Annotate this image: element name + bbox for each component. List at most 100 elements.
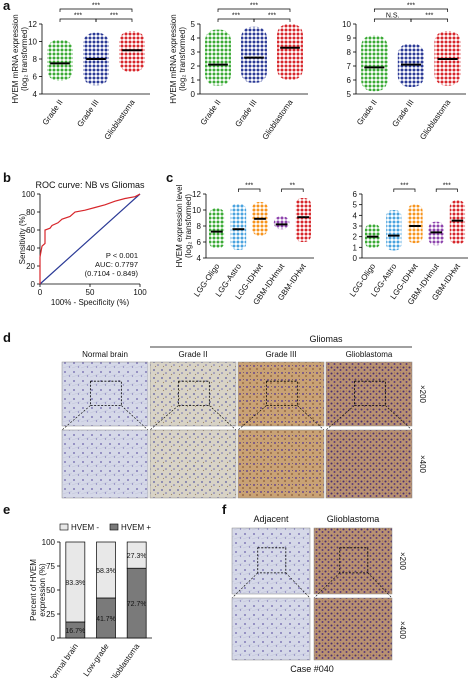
inset-connector xyxy=(237,405,267,431)
inset-connector xyxy=(313,572,340,599)
dot-cloud xyxy=(119,31,145,73)
inset-connector xyxy=(121,405,149,431)
significance-bracket xyxy=(410,18,449,22)
x-tick-label: Glioblastoma xyxy=(102,98,136,142)
x-tick-label: Low-grade xyxy=(82,642,111,678)
x-tick-label: Grade III xyxy=(390,98,415,129)
y-tick-label: 9 xyxy=(347,34,352,43)
inset-connector xyxy=(367,572,393,599)
micrograph-400x xyxy=(61,429,149,499)
micrograph-200x xyxy=(231,527,311,595)
y-tick-label: 100 xyxy=(22,190,36,199)
magnification: ×200 xyxy=(418,385,427,404)
y-tick-label: 6 xyxy=(197,238,202,247)
magnification: ×400 xyxy=(418,455,427,474)
caption: Case #040 xyxy=(290,664,334,674)
x-tick-label: Grade II xyxy=(355,98,379,127)
significance-bracket xyxy=(95,18,133,22)
y-tick-label: 2 xyxy=(191,62,196,71)
y-axis-label: HVEM expression level xyxy=(175,184,184,267)
dot-cloud xyxy=(277,24,303,80)
y-tick-label: 6 xyxy=(353,190,358,199)
x-tick-label: Grade III xyxy=(75,98,100,129)
y-axis-label: HVEM mRNA expression xyxy=(169,14,178,103)
significance-label: *** xyxy=(443,183,451,190)
significance-label: *** xyxy=(425,13,433,20)
y-tick-label: 10 xyxy=(28,38,37,47)
significance-bracket xyxy=(373,8,449,12)
micrograph-200x xyxy=(313,527,393,595)
y-tick-label: 3 xyxy=(353,222,358,231)
y-tick-label: 20 xyxy=(26,262,35,271)
micrograph-400x xyxy=(149,429,237,499)
y-tick-label: 5 xyxy=(353,201,358,210)
group-label: Gliomas xyxy=(309,334,343,344)
annotation: P < 0.001 xyxy=(106,251,138,260)
significance-label: *** xyxy=(400,183,408,190)
micrograph-200x xyxy=(61,361,149,427)
significance-label: *** xyxy=(250,3,258,10)
magnification: ×200 xyxy=(398,552,407,571)
dot-cloud xyxy=(295,198,311,242)
inset-box xyxy=(177,380,210,406)
micrograph-200x xyxy=(237,361,325,427)
significance-label: *** xyxy=(245,183,253,190)
significance-bracket xyxy=(281,188,304,192)
value-label: 72.7% xyxy=(127,601,147,608)
y-axis-label: (log₂ transformed) xyxy=(178,27,187,91)
legend-swatch xyxy=(59,523,69,531)
y-tick-label: 4 xyxy=(197,254,202,263)
significance-bracket xyxy=(59,8,133,12)
value-label: 41.7% xyxy=(96,616,116,623)
roc-curve xyxy=(39,193,141,284)
y-tick-label: 0 xyxy=(191,90,196,99)
y-tick-label: 2 xyxy=(353,233,358,242)
panel-label: f xyxy=(222,502,227,517)
panel-label: b xyxy=(3,170,11,185)
significance-label: ** xyxy=(290,183,296,190)
inset-connector xyxy=(149,405,179,431)
dot-cloud xyxy=(205,29,231,86)
dot-cloud xyxy=(407,204,423,244)
y-tick-label: 50 xyxy=(46,586,55,595)
dot-cloud xyxy=(428,221,444,246)
inset-box xyxy=(265,380,298,406)
micrograph-200x xyxy=(325,361,413,427)
panel-label: c xyxy=(166,170,173,185)
significance-label: *** xyxy=(407,3,415,10)
y-tick-label: 5 xyxy=(191,20,196,29)
y-tick-label: 3 xyxy=(191,48,196,57)
y-tick-label: 0 xyxy=(51,634,56,643)
significance-bracket xyxy=(435,188,458,192)
micrograph-400x xyxy=(313,597,393,661)
y-tick-label: 80 xyxy=(26,208,35,217)
y-tick-label: 10 xyxy=(342,20,351,29)
legend-label: HVEM + xyxy=(121,523,151,532)
y-axis-label: (log₂ transformed) xyxy=(184,194,193,258)
y-axis-label: HVEM mRNA expression xyxy=(11,14,20,103)
legend-swatch xyxy=(109,523,119,531)
inset-connector xyxy=(285,572,311,599)
inset-connector xyxy=(209,405,237,431)
y-tick-label: 5 xyxy=(347,90,352,99)
x-tick-label: Grade III xyxy=(233,98,258,129)
annotation: (0.7104 - 0.849) xyxy=(85,269,139,278)
inset-connector xyxy=(297,405,325,431)
x-tick-label: 100 xyxy=(133,288,147,297)
y-tick-label: 1 xyxy=(353,243,358,252)
legend-label: HVEM - xyxy=(71,523,99,532)
column-header: Glioblastoma xyxy=(346,350,393,359)
dot-cloud xyxy=(273,216,290,230)
x-tick-label: Glioblastoma xyxy=(418,98,452,142)
column-header: Grade III xyxy=(265,350,296,359)
micrograph-400x xyxy=(237,429,325,499)
bar-segment xyxy=(65,541,86,623)
x-tick-label: Glioblastoma xyxy=(107,642,141,678)
annotation: AUC: 0.7797 xyxy=(95,260,138,269)
y-axis-label: (log₂ transformed) xyxy=(20,27,29,91)
bar-segment xyxy=(96,541,116,599)
significance-label: N.S. xyxy=(386,13,400,20)
inset-connector xyxy=(325,405,355,431)
dot-cloud xyxy=(209,208,225,249)
